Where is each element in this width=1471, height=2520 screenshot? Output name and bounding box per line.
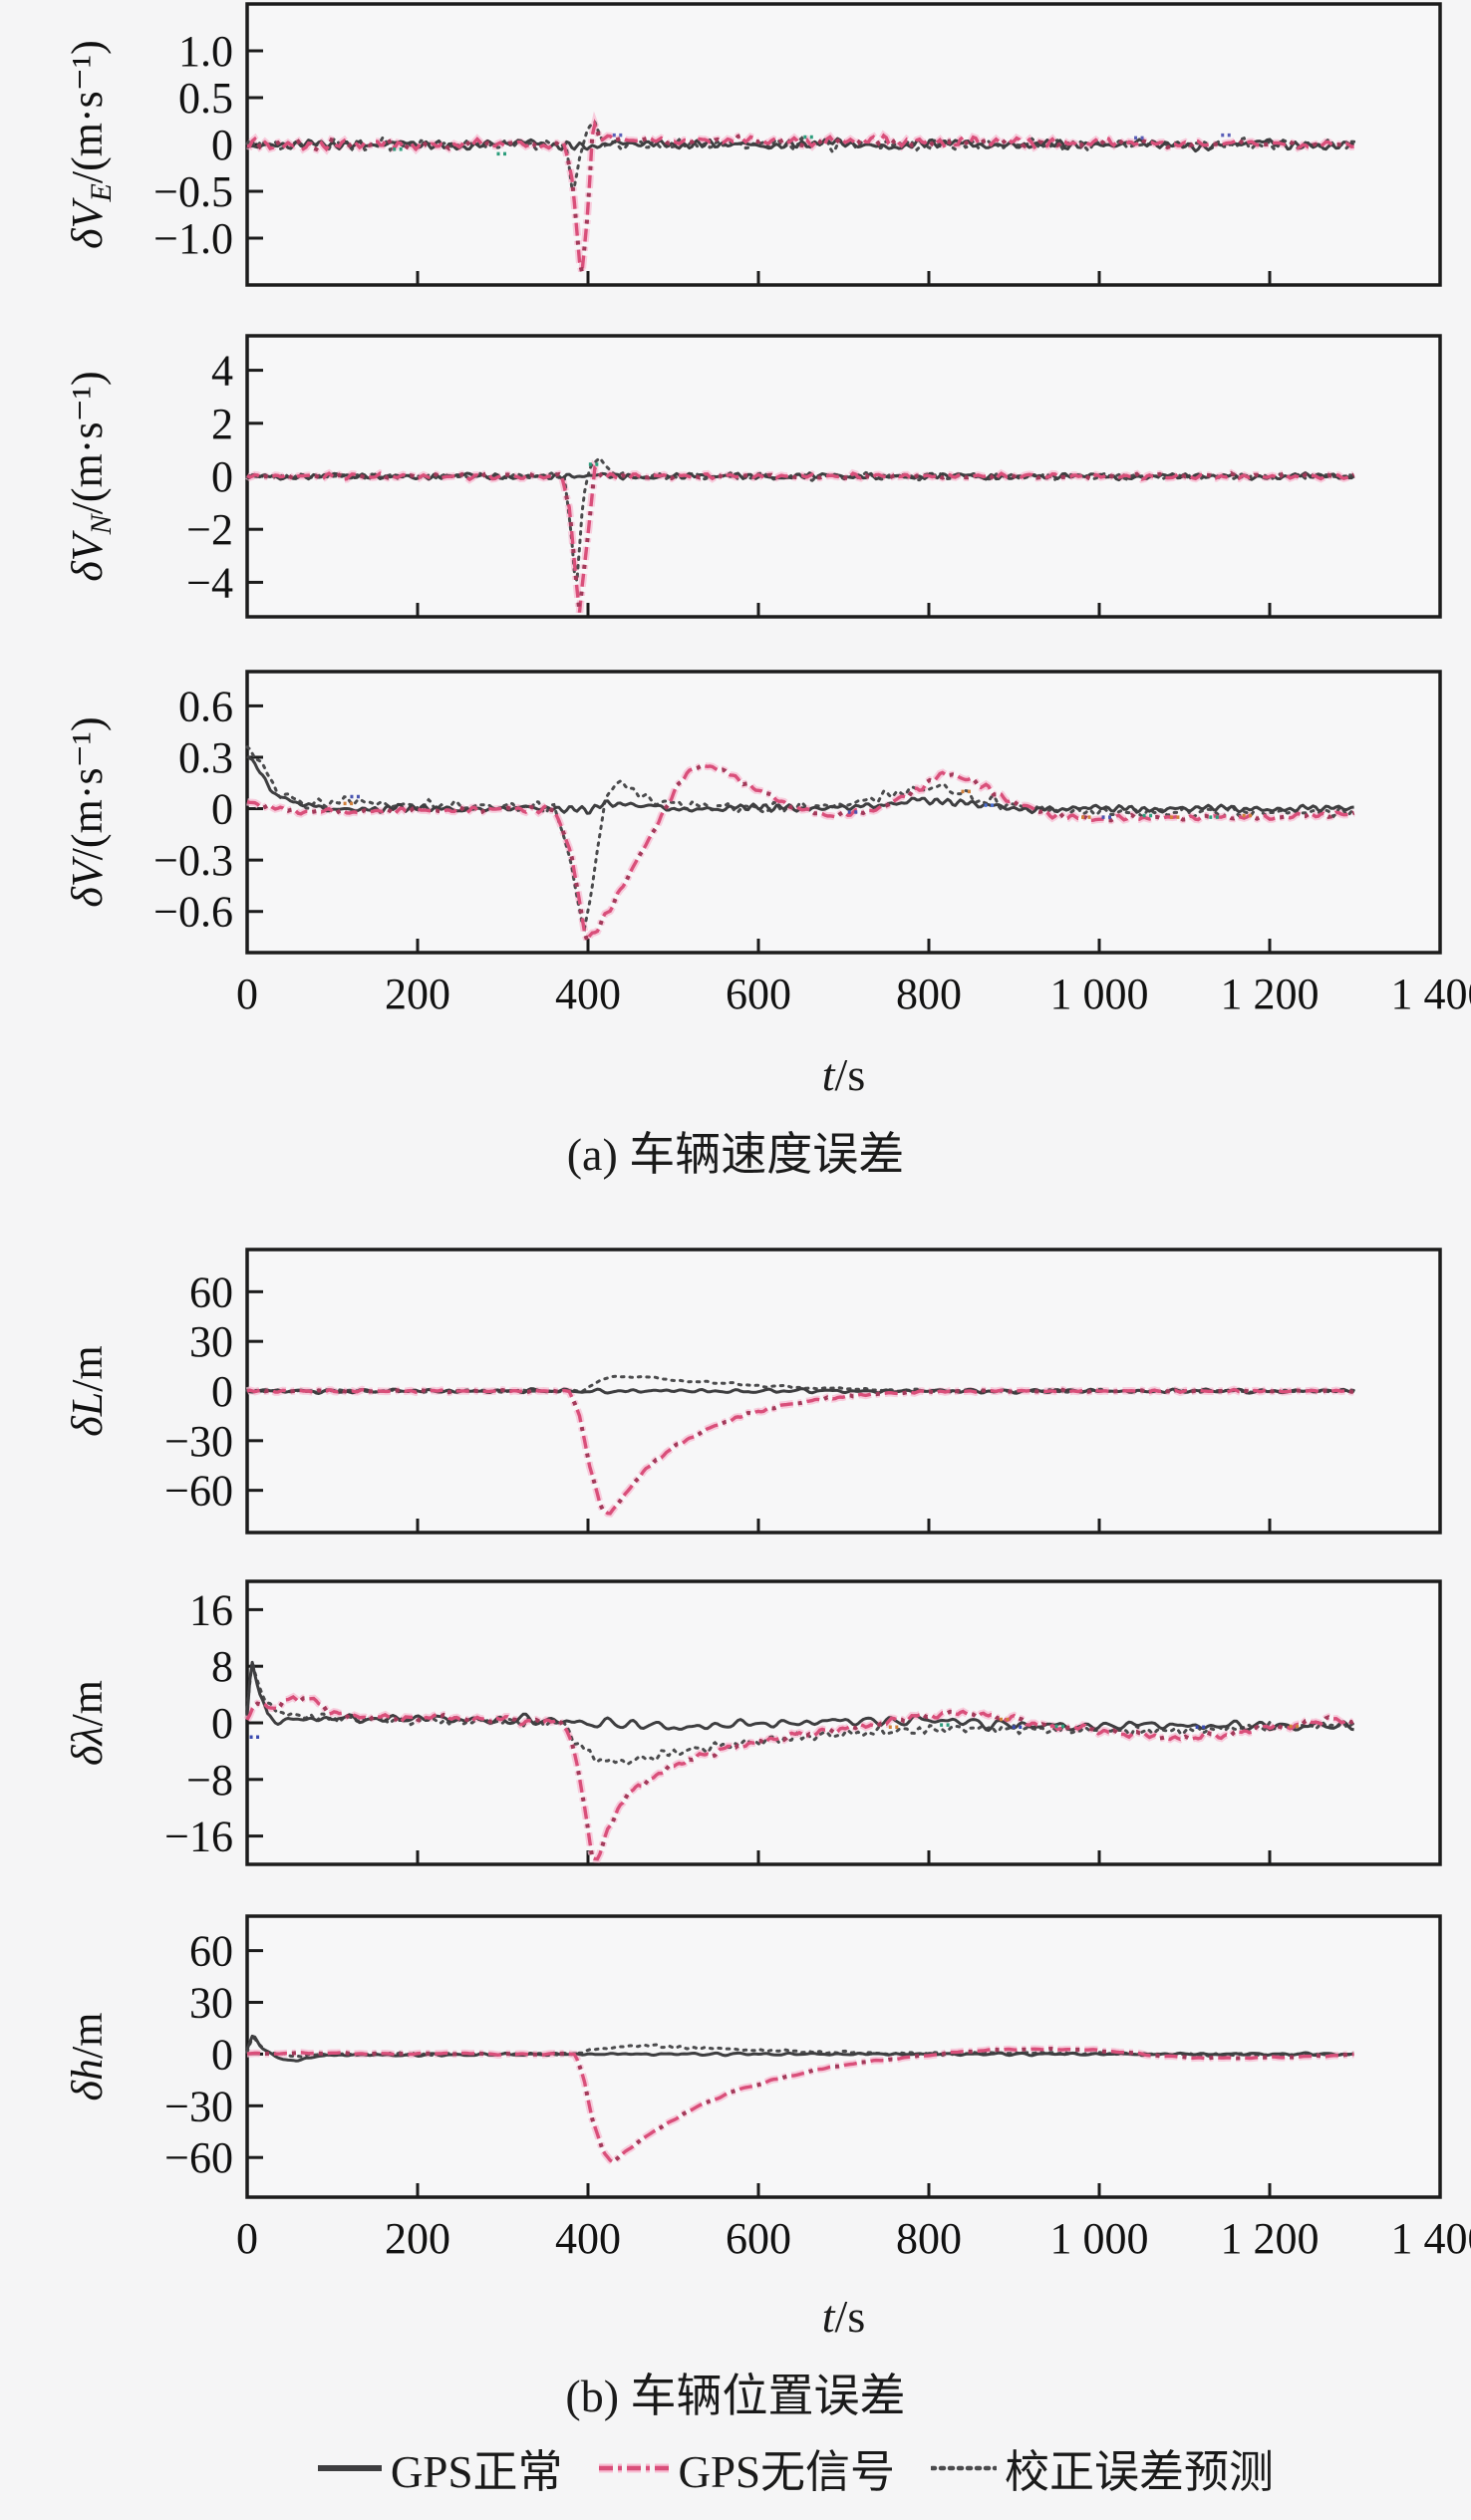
x-axis-variable: t <box>821 2291 835 2342</box>
plot-frame <box>245 1579 1442 1866</box>
y-tick-label: 0.5 <box>178 74 233 123</box>
y-tick-label: −60 <box>164 1467 233 1516</box>
legend: GPS正常 GPS无信号 校正误差预测 <box>120 2435 1471 2500</box>
predict-line <box>245 745 1356 933</box>
gps-normal-line <box>246 137 1355 153</box>
x-tick-label: 800 <box>896 2214 962 2263</box>
x-tick-label: 0 <box>236 970 258 1018</box>
y-tick-label: 0 <box>211 2030 233 2079</box>
y-tick-label: −30 <box>164 2082 233 2130</box>
dotted-line-swatch-icon <box>931 2465 998 2470</box>
gps-nosignal-line <box>246 763 1355 946</box>
solid-line-swatch-icon <box>317 2464 382 2471</box>
subplot-delta-v: 0.60.30−0.3−0.60 200 400 600 800 1 000 1 200 1 … <box>63 670 1471 1018</box>
x-tick-label: 600 <box>726 2214 791 2263</box>
x-tick-label: 0 <box>236 2214 258 2263</box>
x-tick-label: 1 400 <box>1391 2214 1471 2263</box>
y-axis-title: δVE/(m·s⁻¹) <box>63 40 118 249</box>
legend-label: GPS无信号 <box>678 2447 896 2497</box>
legend-item-predict: 校正误差预测 <box>931 2435 1274 2500</box>
legend-item-gps-normal: GPS正常 <box>317 2435 563 2500</box>
y-axis-title: δL/m <box>63 1345 112 1436</box>
gps-nosignal-line <box>247 2047 1354 2164</box>
y-tick-label: −0.5 <box>153 167 233 216</box>
y-axis-title: δλ/m <box>63 1680 112 1766</box>
y-tick-label: 8 <box>211 1642 233 1691</box>
x-axis-variable: t <box>821 1049 835 1100</box>
y-tick-label: 0 <box>211 452 233 501</box>
x-axis-unit: /s <box>834 2291 866 2342</box>
x-tick-label: 600 <box>726 970 791 1018</box>
y-tick-label: −60 <box>164 2133 233 2182</box>
y-tick-label: −0.3 <box>153 836 233 885</box>
x-tick-label: 200 <box>385 970 450 1018</box>
y-tick-label: 2 <box>211 400 233 448</box>
predict-line <box>245 1661 1356 1766</box>
y-tick-label: 30 <box>189 1317 233 1366</box>
y-tick-label: 4 <box>211 347 233 396</box>
y-tick-label: −4 <box>186 558 233 607</box>
gps-nosignal-line-dots <box>246 1387 1354 1516</box>
x-axis-unit: /s <box>834 1049 866 1100</box>
y-tick-label: −16 <box>164 1813 233 1861</box>
y-tick-label: 0 <box>211 1699 233 1748</box>
y-tick-label: 30 <box>189 1979 233 2028</box>
y-tick-label: −1.0 <box>153 214 233 263</box>
y-tick-label: 16 <box>189 1585 233 1634</box>
y-tick-label: 60 <box>189 1927 233 1976</box>
x-tick-label: 1 000 <box>1050 970 1149 1018</box>
gps-nosignal-line <box>246 464 1355 613</box>
y-axis-title: δVN/(m·s⁻¹) <box>63 371 118 581</box>
y-tick-label: 1.0 <box>178 27 233 76</box>
legend-label: GPS正常 <box>390 2447 563 2497</box>
y-axis-title: δV/(m·s⁻¹) <box>63 716 112 907</box>
x-tick-label: 400 <box>555 970 621 1018</box>
x-tick-label: 800 <box>896 970 962 1018</box>
caption-b: (b) 车辆位置误差 <box>565 2371 906 2421</box>
y-tick-label: 0.6 <box>178 682 233 730</box>
y-tick-label: −0.6 <box>153 888 233 937</box>
x-axis-title-a: t/s <box>247 1048 1440 1101</box>
gps-nosignal-line-dots <box>246 117 1354 273</box>
x-tick-label: 1 400 <box>1391 970 1471 1018</box>
y-axis-title: δh/m <box>63 2013 112 2101</box>
subplot-delta-lambda: 16 8 0 −8 −16 δλ/m <box>63 1579 1442 1866</box>
legend-item-gps-nosignal: GPS无信号 <box>598 2435 895 2500</box>
x-tick-label: 1 200 <box>1221 2214 1320 2263</box>
y-tick-label: −30 <box>164 1417 233 1466</box>
legend-label: 校正误差预测 <box>1005 2447 1275 2497</box>
y-tick-label: 60 <box>189 1267 233 1316</box>
gps-nosignal-line <box>245 1694 1355 1861</box>
y-tick-label: −8 <box>186 1756 233 1805</box>
y-tick-label: 0.3 <box>178 733 233 782</box>
subplot-delta-ve: 1.00.50−0.5−1.0 δVE/(m·s⁻¹) <box>63 2 1442 287</box>
gps-normal-line <box>246 471 1355 482</box>
x-axis-title-b: t/s <box>247 2290 1440 2343</box>
subplot-delta-vn: 420−2−4 δVN/(m·s⁻¹) <box>63 334 1442 619</box>
caption-a: (a) 车辆速度误差 <box>566 1129 905 1180</box>
x-tick-label: 1 000 <box>1050 2214 1149 2263</box>
y-tick-label: 0 <box>211 121 233 169</box>
x-tick-label: 400 <box>555 2214 621 2263</box>
x-tick-label: 1 200 <box>1221 970 1320 1018</box>
dashdot-line-swatch-icon <box>599 2463 670 2472</box>
predict-line <box>245 120 1356 190</box>
y-tick-label: 0 <box>211 785 233 834</box>
y-tick-label: −2 <box>186 505 233 554</box>
x-tick-label: 200 <box>385 2214 450 2263</box>
y-tick-label: 0 <box>211 1367 233 1416</box>
